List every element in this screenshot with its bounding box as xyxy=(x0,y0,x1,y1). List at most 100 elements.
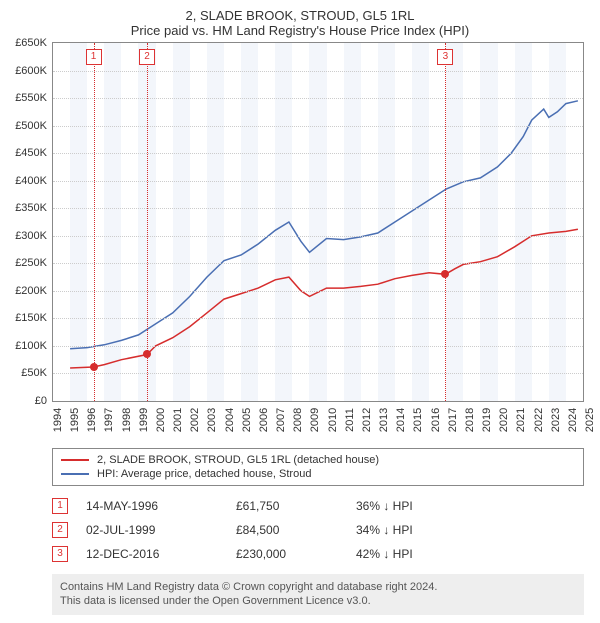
event-delta: 42% ↓ HPI xyxy=(356,547,466,561)
x-tick-label: 2025 xyxy=(584,408,596,432)
x-tick-label: 2005 xyxy=(241,408,253,432)
legend-swatch xyxy=(61,459,89,461)
title-line-2: Price paid vs. HM Land Registry's House … xyxy=(8,23,592,38)
event-row: 3 12-DEC-2016 £230,000 42% ↓ HPI xyxy=(52,542,584,566)
event-marker-line xyxy=(94,43,95,401)
x-tick-label: 2012 xyxy=(361,408,373,432)
x-tick-label: 2008 xyxy=(292,408,304,432)
x-tick-label: 1994 xyxy=(52,408,64,432)
title-line-1: 2, SLADE BROOK, STROUD, GL5 1RL xyxy=(8,8,592,23)
x-tick-label: 2009 xyxy=(309,408,321,432)
x-tick-label: 2006 xyxy=(258,408,270,432)
x-tick-label: 2007 xyxy=(275,408,287,432)
series-marker xyxy=(90,363,98,371)
x-tick-label: 2018 xyxy=(464,408,476,432)
legend-label: HPI: Average price, detached house, Stro… xyxy=(97,468,311,480)
event-badge: 1 xyxy=(52,498,68,514)
event-delta: 34% ↓ HPI xyxy=(356,523,466,537)
event-price: £84,500 xyxy=(236,523,346,537)
event-date: 02-JUL-1999 xyxy=(86,523,226,537)
event-marker-badge: 2 xyxy=(139,49,155,65)
x-tick-label: 1995 xyxy=(69,408,81,432)
x-tick-label: 1999 xyxy=(138,408,150,432)
price-chart: £0£50K£100K£150K£200K£250K£300K£350K£400… xyxy=(52,42,584,402)
gridline-h xyxy=(53,263,583,264)
x-tick-label: 2014 xyxy=(395,408,407,432)
y-tick-label: £50K xyxy=(7,367,47,379)
footnote-line-1: Contains HM Land Registry data © Crown c… xyxy=(60,580,576,594)
legend-item: HPI: Average price, detached house, Stro… xyxy=(61,467,575,481)
event-date: 12-DEC-2016 xyxy=(86,547,226,561)
gridline-h xyxy=(53,291,583,292)
event-marker-line xyxy=(445,43,446,401)
x-tick-label: 2016 xyxy=(430,408,442,432)
series-marker xyxy=(143,350,151,358)
event-row: 1 14-MAY-1996 £61,750 36% ↓ HPI xyxy=(52,494,584,518)
y-tick-label: £300K xyxy=(7,230,47,242)
event-date: 14-MAY-1996 xyxy=(86,499,226,513)
footnote-line-2: This data is licensed under the Open Gov… xyxy=(60,594,576,608)
y-tick-label: £500K xyxy=(7,120,47,132)
chart-title-block: 2, SLADE BROOK, STROUD, GL5 1RL Price pa… xyxy=(8,8,592,38)
gridline-h xyxy=(53,98,583,99)
event-table: 1 14-MAY-1996 £61,750 36% ↓ HPI 2 02-JUL-1999… xyxy=(52,494,584,566)
event-marker-badge: 3 xyxy=(437,49,453,65)
chart-legend: 2, SLADE BROOK, STROUD, GL5 1RL (detache… xyxy=(52,448,584,486)
event-marker-line xyxy=(147,43,148,401)
legend-item: 2, SLADE BROOK, STROUD, GL5 1RL (detache… xyxy=(61,453,575,467)
gridline-h xyxy=(53,318,583,319)
y-tick-label: £650K xyxy=(7,37,47,49)
y-axis-ticks: £0£50K£100K£150K£200K£250K£300K£350K£400… xyxy=(9,43,49,401)
x-tick-label: 1998 xyxy=(121,408,133,432)
x-tick-label: 2003 xyxy=(206,408,218,432)
gridline-h xyxy=(53,181,583,182)
chart-svg xyxy=(53,43,583,401)
x-tick-label: 2021 xyxy=(515,408,527,432)
x-tick-label: 2001 xyxy=(172,408,184,432)
y-tick-label: £150K xyxy=(7,312,47,324)
series-marker xyxy=(441,270,449,278)
x-tick-label: 2020 xyxy=(498,408,510,432)
event-marker-badge: 1 xyxy=(86,49,102,65)
gridline-h xyxy=(53,153,583,154)
x-tick-label: 2023 xyxy=(550,408,562,432)
x-tick-label: 2019 xyxy=(481,408,493,432)
event-delta: 36% ↓ HPI xyxy=(356,499,466,513)
gridline-h xyxy=(53,126,583,127)
y-tick-label: £350K xyxy=(7,202,47,214)
legend-label: 2, SLADE BROOK, STROUD, GL5 1RL (detache… xyxy=(97,454,379,466)
x-tick-label: 2011 xyxy=(344,408,356,432)
attribution-footnote: Contains HM Land Registry data © Crown c… xyxy=(52,574,584,615)
x-tick-label: 1996 xyxy=(86,408,98,432)
y-tick-label: £200K xyxy=(7,285,47,297)
y-tick-label: £400K xyxy=(7,175,47,187)
gridline-h xyxy=(53,236,583,237)
event-price: £230,000 xyxy=(236,547,346,561)
event-badge: 2 xyxy=(52,522,68,538)
x-tick-label: 2013 xyxy=(378,408,390,432)
x-axis-ticks: 1994 1995 1996 1997 1998 1999 2000 2001 2002 2003… xyxy=(52,402,584,442)
x-tick-label: 2022 xyxy=(533,408,545,432)
x-tick-label: 2017 xyxy=(447,408,459,432)
event-row: 2 02-JUL-1999 £84,500 34% ↓ HPI xyxy=(52,518,584,542)
y-tick-label: £600K xyxy=(7,65,47,77)
legend-swatch xyxy=(61,473,89,475)
x-tick-label: 1997 xyxy=(103,408,115,432)
y-tick-label: £450K xyxy=(7,147,47,159)
x-tick-label: 2010 xyxy=(327,408,339,432)
gridline-h xyxy=(53,208,583,209)
x-tick-label: 2002 xyxy=(189,408,201,432)
gridline-h xyxy=(53,71,583,72)
x-tick-label: 2004 xyxy=(224,408,236,432)
gridline-h xyxy=(53,346,583,347)
x-tick-label: 2024 xyxy=(567,408,579,432)
event-price: £61,750 xyxy=(236,499,346,513)
y-tick-label: £250K xyxy=(7,257,47,269)
event-badge: 3 xyxy=(52,546,68,562)
gridline-h xyxy=(53,373,583,374)
y-tick-label: £100K xyxy=(7,340,47,352)
y-tick-label: £0 xyxy=(7,395,47,407)
x-tick-label: 2015 xyxy=(412,408,424,432)
x-tick-label: 2000 xyxy=(155,408,167,432)
y-tick-label: £550K xyxy=(7,92,47,104)
